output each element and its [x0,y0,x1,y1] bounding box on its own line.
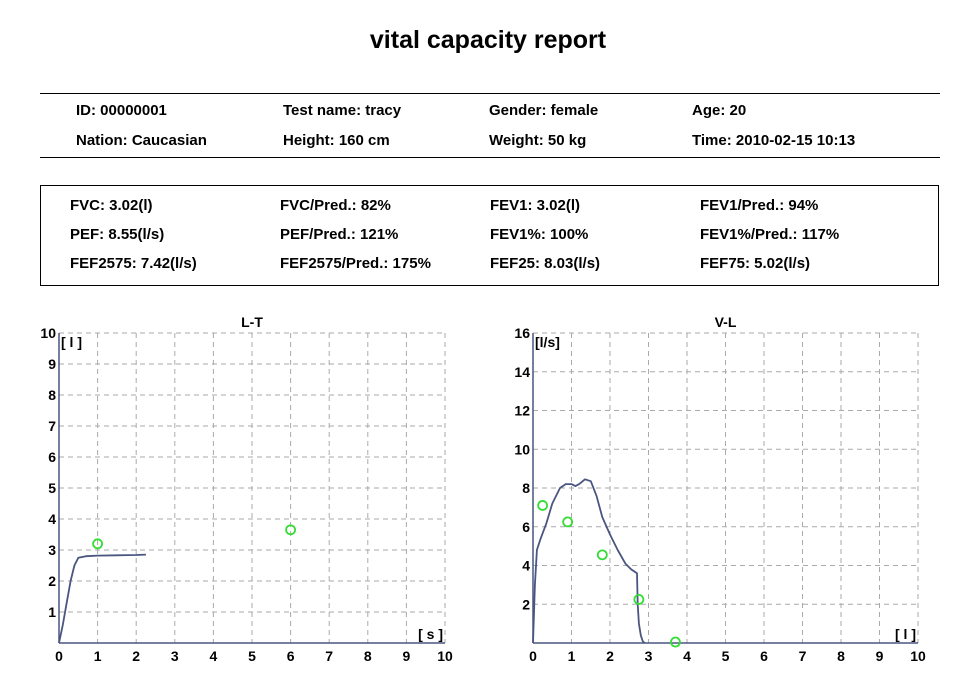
vl-y-tick-label: 14 [514,364,530,380]
lt-x-tick-label: 1 [94,648,102,664]
vl-y-tick-label: 6 [522,519,530,535]
patient-nation: Nation: Caucasian [76,132,207,149]
lt-y-tick-label: 8 [48,387,56,403]
metric-fvc-pred: FVC/Pred.: 82% [280,197,391,214]
metric-fef2575: FEF2575: 7.42(l/s) [70,255,197,272]
metric-pef-pred: PEF/Pred.: 121% [280,226,399,243]
metric-fev1: FEV1: 3.02(l) [490,197,581,214]
vl-x-tick-label: 9 [876,648,884,664]
lt-x-tick-label: 9 [403,648,411,664]
lt-x-tick-label: 10 [437,648,453,664]
vl-series-line-0 [532,478,646,644]
report-title: vital capacity report [369,26,607,54]
lt-y-tick-label: 1 [48,604,56,620]
lt-x-tick-label: 6 [287,648,295,664]
lt-y-tick-label: 10 [40,325,56,341]
patient-time: Time: 2010-02-15 10:13 [692,132,856,149]
metric-fef25: FEF25: 8.03(l/s) [490,255,601,272]
patient-gender: Gender: female [489,102,599,119]
vl-y-tick-label: 4 [522,558,530,574]
lt-chart-title: L-T [241,314,263,330]
vl-x-tick-label: 5 [722,648,730,664]
lt-x-tick-label: 0 [55,648,63,664]
patient-id: ID: 00000001 [76,102,167,119]
lt-x-tick-label: 5 [248,648,256,664]
vl-y-tick-label: 10 [514,441,530,457]
vl-predicted-marker-1 [562,516,574,528]
vl-y-tick-label: 16 [514,325,530,341]
metric-fef75: FEF75: 5.02(l/s) [700,255,811,272]
vl-predicted-marker-3 [633,594,645,605]
metrics-box [40,185,939,286]
vl-y-tick-label: 12 [514,403,530,419]
patient-test-name: Test name: tracy [283,102,402,119]
lt-y-tick-label: 6 [48,449,56,465]
lt-predicted-marker-0 [92,538,103,550]
lt-y-tick-label: 2 [48,573,56,589]
vl-y-tick-label: 8 [522,480,530,496]
metric-fev1-percent: FEV1%: 100% [490,226,589,243]
vl-predicted-marker-0 [537,500,549,511]
metric-fev1-percent-pred: FEV1%/Pred.: 117% [700,226,840,243]
lt-x-tick-label: 8 [364,648,372,664]
lt-x-tick-label: 4 [210,648,218,664]
lt-y-tick-label: 4 [48,511,56,527]
patient-weight: Weight: 50 kg [489,132,587,149]
vl-x-tick-label: 7 [799,648,807,664]
metric-fef2575-pred: FEF2575/Pred.: 175% [280,255,431,272]
metric-pef: PEF: 8.55(l/s) [70,226,165,243]
vl-predicted-marker-2 [596,549,608,561]
vl-x-tick-label: 6 [760,648,768,664]
vl-chart-title: V-L [715,314,737,330]
metric-fev1-pred: FEV1/Pred.: 94% [700,197,819,214]
vl-x-tick-label: 1 [568,648,576,664]
divider-bottom [40,157,940,158]
chart-lt: 0 1 2 3 4 5 6 7 8 9 10 1 2 3 4 5 6 7 8 9 10 L-T [ l ] [ s ] [40,314,453,664]
patient-height: Height: 160 cm [283,132,390,149]
lt-x-tick-label: 3 [171,648,179,664]
lt-x-axis-label: [ s ] [418,626,443,642]
lt-y-tick-label: 5 [48,480,56,496]
vl-predicted-marker-4 [670,636,681,648]
vl-x-tick-label: 3 [645,648,653,664]
vl-x-tick-label: 0 [529,648,537,664]
vl-x-tick-label: 10 [910,648,926,664]
lt-x-tick-label: 7 [325,648,333,664]
vl-x-tick-label: 4 [683,648,691,664]
vl-x-axis-label: [ l ] [895,626,916,642]
vl-x-tick-label: 8 [837,648,845,664]
lt-y-tick-label: 9 [48,356,56,372]
lt-y-tick-label: 7 [48,418,56,434]
vl-y-axis-label: [l/s] [535,334,560,350]
metric-fvc: FVC: 3.02(l) [70,197,153,214]
lt-x-tick-label: 2 [132,648,140,664]
lt-y-axis-label: [ l ] [61,334,82,350]
lt-y-tick-label: 3 [48,542,56,558]
patient-age: Age: 20 [692,102,747,119]
lt-predicted-marker-1 [285,524,297,536]
lt-series-line-0 [58,553,146,644]
vl-x-tick-label: 2 [606,648,614,664]
divider-top [40,93,940,94]
vl-y-tick-label: 2 [522,596,530,612]
